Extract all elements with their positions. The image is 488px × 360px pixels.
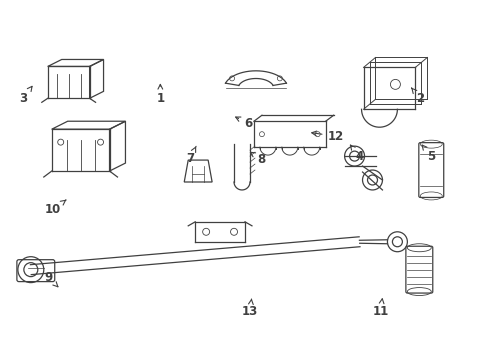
Text: 12: 12	[311, 130, 343, 143]
Text: 8: 8	[250, 152, 264, 166]
Text: 9: 9	[44, 271, 58, 287]
Text: 11: 11	[371, 299, 388, 318]
Text: 6: 6	[235, 117, 252, 130]
Text: 5: 5	[421, 145, 434, 163]
Text: 2: 2	[411, 88, 424, 105]
Text: 3: 3	[19, 86, 32, 105]
Text: 13: 13	[242, 299, 258, 318]
Text: 4: 4	[349, 145, 363, 163]
Text: 10: 10	[44, 200, 66, 216]
Text: 1: 1	[156, 84, 164, 105]
Text: 7: 7	[186, 146, 196, 165]
